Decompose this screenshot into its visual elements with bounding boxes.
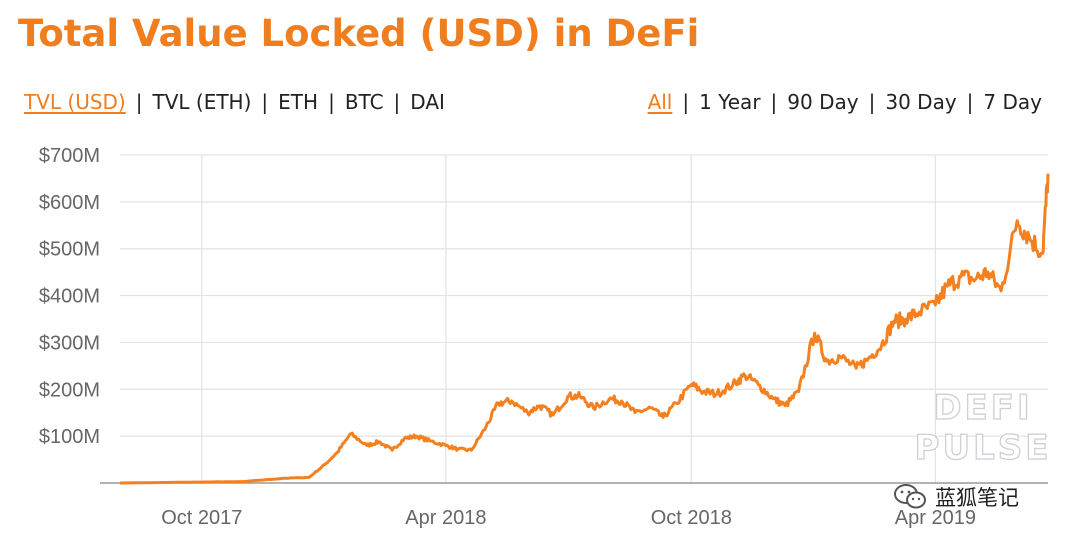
range-option-all[interactable]: All bbox=[647, 90, 673, 114]
range-selector: All | 1 Year | 90 Day | 30 Day | 7 Day bbox=[648, 90, 1042, 114]
watermark-pulse: PULSE bbox=[915, 428, 1052, 468]
range-option-1-year[interactable]: 1 Year bbox=[699, 90, 761, 114]
range-separator: | bbox=[770, 90, 778, 114]
range-separator: | bbox=[966, 90, 974, 114]
y-tick-label: $400M bbox=[39, 286, 100, 308]
metric-separator: | bbox=[135, 90, 143, 114]
metric-option-tvl-eth[interactable]: TVL (ETH) bbox=[152, 90, 252, 114]
y-tick-label: $300M bbox=[39, 332, 100, 354]
range-option-7-day[interactable]: 7 Day bbox=[983, 90, 1042, 114]
y-tick-label: $600M bbox=[39, 192, 100, 214]
y-tick-label: $500M bbox=[39, 239, 100, 261]
x-tick-label: Apr 2019 bbox=[895, 507, 976, 529]
range-option-30-day[interactable]: 30 Day bbox=[885, 90, 957, 114]
x-tick-label: Apr 2018 bbox=[405, 507, 486, 529]
metric-separator: | bbox=[328, 90, 335, 114]
x-axis-ticks: Oct 2017 Apr 2018 Oct 2018 Apr 2019 bbox=[161, 507, 976, 529]
metric-option-eth[interactable]: ETH bbox=[278, 90, 319, 114]
brand-text: 蓝狐笔记 bbox=[935, 486, 1019, 510]
range-option-90-day[interactable]: 90 Day bbox=[787, 90, 859, 114]
metric-option-dai[interactable]: DAI bbox=[410, 90, 445, 114]
x-tick-label: Oct 2017 bbox=[161, 507, 242, 529]
metric-option-tvl-usd[interactable]: TVL (USD) bbox=[24, 90, 126, 114]
metric-selector: TVL (USD) | TVL (ETH) | ETH | BTC | DAI bbox=[24, 90, 445, 114]
y-axis-ticks: $700M $600M $500M $400M $300M $200M $100M bbox=[39, 145, 100, 448]
chart-controls: TVL (USD) | TVL (ETH) | ETH | BTC | DAI All | 1 Ye… bbox=[24, 88, 1042, 116]
range-separator: | bbox=[868, 90, 876, 114]
y-tick-label: $700M bbox=[39, 145, 100, 167]
metric-option-btc[interactable]: BTC bbox=[344, 90, 384, 114]
page-title: Total Value Locked (USD) in DeFi bbox=[18, 12, 700, 55]
chart-grid bbox=[120, 154, 1048, 483]
wechat-icon bbox=[894, 484, 926, 509]
metric-separator: | bbox=[393, 90, 401, 114]
brand-badge: 蓝狐笔记 bbox=[893, 482, 1019, 512]
tvl-series-line bbox=[120, 173, 1050, 485]
metric-separator: | bbox=[261, 90, 269, 114]
y-tick-label: $100M bbox=[39, 426, 100, 448]
watermark-defi: DEFI bbox=[933, 388, 1032, 428]
range-separator: | bbox=[682, 90, 690, 114]
y-tick-label: $200M bbox=[39, 379, 100, 401]
x-tick-label: Oct 2018 bbox=[651, 507, 732, 529]
